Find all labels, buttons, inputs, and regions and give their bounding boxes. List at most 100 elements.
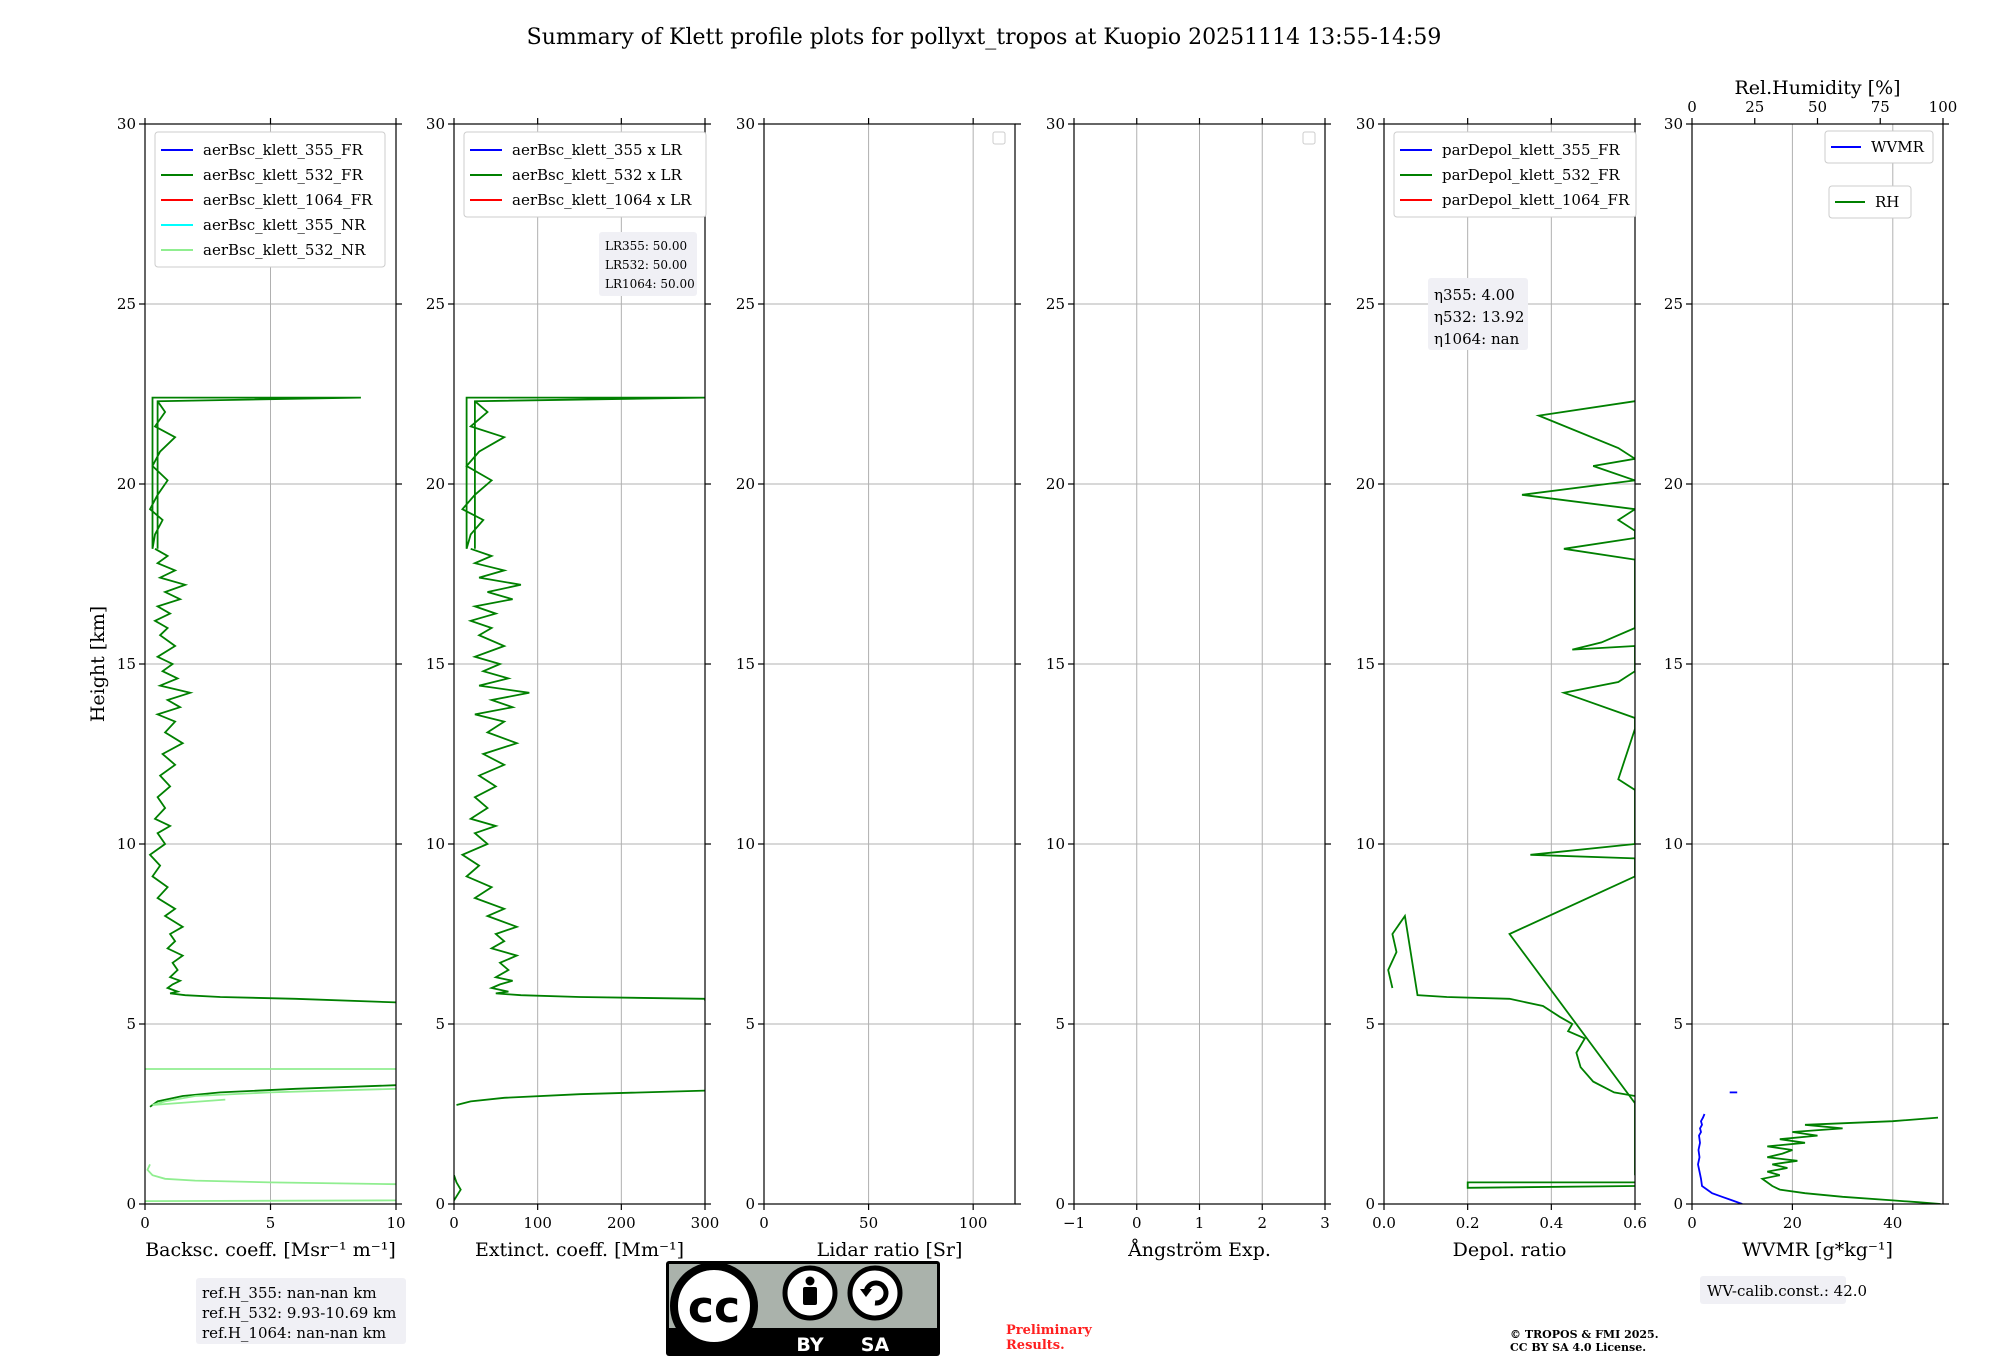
top-xtick-label-wv-4: 100	[1929, 98, 1958, 116]
ref-height-355: ref.H_355: nan-nan km	[202, 1284, 377, 1302]
ytick-label-ext-0: 0	[435, 1195, 445, 1213]
cc-license-badge: cc BY SA	[666, 1261, 940, 1356]
legend-box-wv-0	[1824, 130, 1934, 164]
ytick-label-ae-2: 10	[1046, 835, 1065, 853]
xtick-label-ext-2: 200	[607, 1214, 636, 1232]
series-ext-3	[454, 1174, 462, 1201]
legend-label-bsc-1: aerBsc_klett_532_FR	[203, 166, 363, 184]
xtick-label-ext-0: 0	[449, 1214, 459, 1232]
ytick-label-lr-1: 5	[745, 1015, 755, 1033]
ytick-label-bsc-5: 25	[117, 295, 136, 313]
top-xtick-label-wv-0: 0	[1687, 98, 1697, 116]
ytick-label-ae-6: 30	[1046, 115, 1065, 133]
ytick-label-wv-3: 15	[1664, 655, 1683, 673]
xlabel-ae: Ångström Exp.	[1127, 1239, 1271, 1261]
eta-annotation-1: η532: 13.92	[1434, 308, 1524, 326]
xtick-label-lr-1: 50	[859, 1214, 878, 1232]
ytick-label-ext-4: 20	[426, 475, 445, 493]
ytick-label-lr-0: 0	[745, 1195, 755, 1213]
ytick-label-lr-4: 20	[736, 475, 755, 493]
xlabel-depol: Depol. ratio	[1453, 1239, 1567, 1261]
ytick-label-wv-0: 0	[1673, 1195, 1683, 1213]
eta-annotation-0: η355: 4.00	[1434, 286, 1515, 304]
legend-label-bsc-3: aerBsc_klett_355_NR	[203, 216, 366, 234]
ytick-label-wv-5: 25	[1664, 295, 1683, 313]
ytick-label-ext-6: 30	[426, 115, 445, 133]
by-label: BY	[796, 1334, 823, 1356]
copyright-line2: CC BY SA 4.0 License.	[1510, 1341, 1646, 1354]
lr-annotation-1: LR532: 50.00	[605, 258, 687, 272]
ytick-label-ae-4: 20	[1046, 475, 1065, 493]
xlabel-bsc: Backsc. coeff. [Msr⁻¹ m⁻¹]	[145, 1239, 396, 1261]
xtick-label-wv-2: 40	[1883, 1214, 1902, 1232]
sa-share-icon	[847, 1265, 903, 1321]
legend-label-bsc-2: aerBsc_klett_1064_FR	[203, 191, 373, 209]
wv-calib-box: WV-calib.const.: 42.0	[1700, 1276, 1867, 1304]
xtick-label-ae-1: 0	[1132, 1214, 1142, 1232]
ytick-label-depol-6: 30	[1356, 115, 1375, 133]
top-xtick-label-wv-2: 50	[1808, 98, 1827, 116]
series-bsc-2	[149, 1084, 396, 1108]
legend-label-wv-0: WVMR	[1871, 138, 1925, 156]
eta-annotation-2: η1064: nan	[1434, 330, 1520, 348]
ytick-label-bsc-3: 15	[117, 655, 136, 673]
copyright-line1: © TROPOS & FMI 2025.	[1510, 1328, 1659, 1341]
empty-legend-ae	[1302, 131, 1316, 145]
legend-label-depol-1: parDepol_klett_532_FR	[1442, 166, 1620, 184]
copyright-note: © TROPOS & FMI 2025. CC BY SA 4.0 Licens…	[1510, 1328, 1659, 1354]
panel-lr: 0 5 10 15 20 25 30 0 50 100 Lidar ratio [Sr]	[736, 115, 1021, 1261]
xlabel-wv: WVMR [g*kg⁻¹]	[1742, 1239, 1893, 1261]
legend-label-bsc-4: aerBsc_klett_532_NR	[203, 241, 366, 259]
ytick-label-depol-3: 15	[1356, 655, 1375, 673]
ytick-label-wv-4: 20	[1664, 475, 1683, 493]
ref-height-1064: ref.H_1064: nan-nan km	[202, 1324, 386, 1342]
ytick-label-bsc-4: 20	[117, 475, 136, 493]
xtick-label-ext-1: 100	[523, 1214, 552, 1232]
lr-annotation-2: LR1064: 50.00	[605, 277, 695, 291]
legend-label-bsc-0: aerBsc_klett_355_FR	[203, 141, 363, 159]
xtick-label-lr-2: 100	[959, 1214, 988, 1232]
ytick-label-lr-6: 30	[736, 115, 755, 133]
empty-legend-lr	[992, 131, 1006, 145]
xtick-label-depol-2: 0.4	[1539, 1214, 1563, 1232]
series-ext-0	[460, 396, 705, 550]
legend-box-ext	[463, 131, 707, 218]
xtick-label-wv-0: 0	[1687, 1214, 1697, 1232]
xtick-label-ae-0: −1	[1063, 1214, 1085, 1232]
series-bsc-5	[146, 1164, 396, 1186]
ytick-label-depol-0: 0	[1365, 1195, 1375, 1213]
ytick-label-wv-2: 10	[1664, 835, 1683, 853]
ytick-label-bsc-1: 5	[126, 1015, 136, 1033]
series-bsc-6	[145, 1199, 396, 1202]
preliminary-note: Preliminary Results.	[1006, 1323, 1092, 1353]
ytick-label-ae-0: 0	[1055, 1195, 1065, 1213]
legend-label-ext-1: aerBsc_klett_532 x LR	[512, 166, 683, 184]
lr-annotation-box	[599, 232, 697, 296]
xtick-label-ae-3: 2	[1257, 1214, 1267, 1232]
legend-label-ext-0: aerBsc_klett_355 x LR	[512, 141, 683, 159]
lr-annotation-0: LR355: 50.00	[605, 239, 687, 253]
top-xtick-label-wv-1: 25	[1745, 98, 1764, 116]
series-bsc-1	[148, 548, 396, 1004]
ytick-label-wv-1: 5	[1673, 1015, 1683, 1033]
ytick-label-depol-4: 20	[1356, 475, 1375, 493]
preliminary-line1: Preliminary	[1006, 1323, 1092, 1338]
legend-box-depol	[1393, 131, 1637, 218]
figure-title: Summary of Klett profile plots for polly…	[527, 25, 1442, 50]
ytick-label-lr-3: 15	[736, 655, 755, 673]
series-wv-0	[1697, 1113, 1743, 1204]
ytick-label-ext-1: 5	[435, 1015, 445, 1033]
panel-bsc: 0 5 10 15 20 25 30 0 5 10 Backsc. coeff. [Msr⁻¹ m⁻…	[117, 115, 406, 1261]
series-ext-1	[460, 547, 705, 1001]
series-bsc-4	[152, 1087, 396, 1106]
ytick-label-lr-2: 10	[736, 835, 755, 853]
wv-calib-text: WV-calib.const.: 42.0	[1707, 1282, 1867, 1300]
legend-box-wv-1	[1828, 185, 1912, 219]
ytick-label-ae-1: 5	[1055, 1015, 1065, 1033]
ytick-label-bsc-6: 30	[117, 115, 136, 133]
ytick-label-lr-5: 25	[736, 295, 755, 313]
ytick-label-ext-5: 25	[426, 295, 445, 313]
